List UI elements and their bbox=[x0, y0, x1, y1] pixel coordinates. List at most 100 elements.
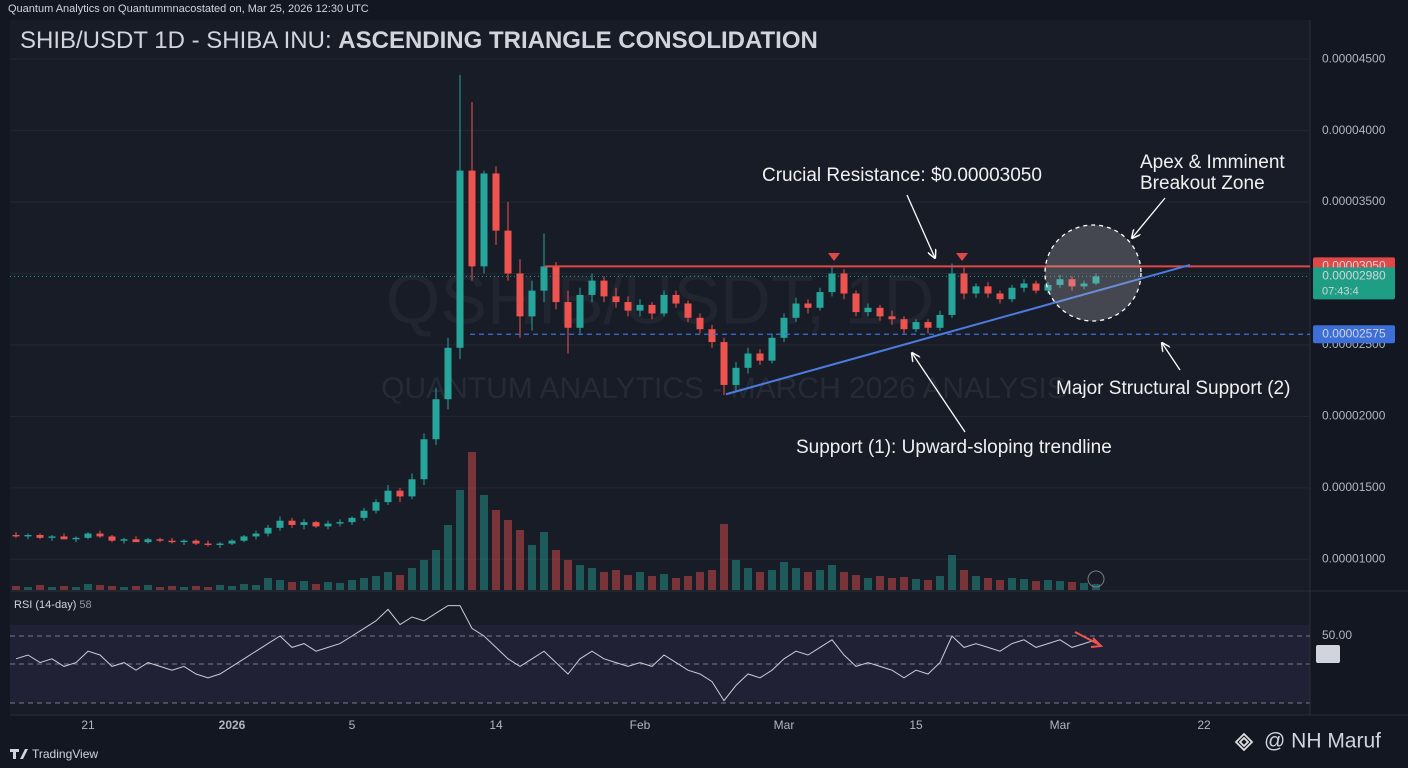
annotation-arrow bbox=[1132, 197, 1166, 238]
volume-bar bbox=[36, 585, 44, 590]
volume-bar bbox=[420, 560, 428, 590]
volume-bar bbox=[432, 550, 440, 590]
volume-bar bbox=[252, 585, 260, 590]
candle-body bbox=[828, 273, 836, 293]
x-tick-label: 22 bbox=[1197, 718, 1211, 732]
price-badge bbox=[1313, 267, 1395, 300]
candle-body bbox=[144, 539, 152, 543]
candle-body bbox=[276, 520, 284, 528]
volume-bar bbox=[600, 572, 608, 590]
volume-bar bbox=[228, 586, 236, 590]
volume-bar bbox=[1008, 578, 1016, 590]
candle-body bbox=[768, 337, 776, 361]
candle-body bbox=[780, 317, 788, 338]
volume-bar bbox=[792, 568, 800, 590]
candle-body bbox=[1032, 283, 1040, 291]
title-emphasis: ASCENDING TRIANGLE CONSOLIDATION bbox=[338, 27, 818, 54]
title-part: SHIB/USDT 1D - SHIBA INU: bbox=[20, 27, 338, 54]
candle-body bbox=[864, 307, 872, 313]
candle-body bbox=[96, 533, 104, 537]
volume-bar bbox=[636, 572, 644, 590]
candle-body bbox=[696, 317, 704, 330]
volume-bar bbox=[648, 576, 656, 590]
candle-body bbox=[336, 522, 344, 524]
brand-logo bbox=[10, 749, 28, 759]
rsi-tick-label: 50.00 bbox=[1322, 628, 1352, 642]
y-tick-label: 0.00004500 bbox=[1322, 51, 1386, 65]
candle-body bbox=[444, 347, 452, 400]
volume-bar bbox=[564, 560, 572, 590]
volume-bar bbox=[336, 583, 344, 590]
volume-bar bbox=[528, 545, 536, 590]
candle-body bbox=[192, 540, 200, 544]
candle-body bbox=[1056, 279, 1064, 285]
candle-body bbox=[72, 537, 80, 540]
x-tick-label: Mar bbox=[1050, 718, 1071, 732]
rsi-value: 58 bbox=[79, 599, 91, 611]
volume-bar bbox=[1044, 580, 1052, 590]
volume-bar bbox=[504, 520, 512, 590]
candle-body bbox=[732, 367, 740, 385]
chart-title: SHIB/USDT 1D - SHIBA INU: ASCENDING TRIA… bbox=[20, 27, 818, 54]
volume-bar bbox=[864, 578, 872, 590]
candle-body bbox=[36, 534, 44, 538]
candle-body bbox=[180, 540, 188, 543]
volume-bar bbox=[960, 570, 968, 590]
price-badge-text: 0.00002980 bbox=[1322, 269, 1386, 283]
price-badge bbox=[1313, 325, 1395, 344]
volume-bar bbox=[384, 572, 392, 590]
volume-bar bbox=[840, 572, 848, 590]
volume-bar bbox=[1068, 582, 1076, 590]
candle-body bbox=[792, 303, 800, 318]
candle-body bbox=[1068, 279, 1076, 287]
candle-body bbox=[360, 510, 368, 518]
volume-bar bbox=[1032, 581, 1040, 590]
candle-body bbox=[48, 536, 56, 538]
volume-bar bbox=[876, 576, 884, 590]
rsi-badge bbox=[1316, 645, 1340, 663]
candle-body bbox=[12, 534, 20, 537]
candle-body bbox=[120, 539, 128, 541]
volume-bar bbox=[300, 581, 308, 590]
volume-bar bbox=[780, 562, 788, 590]
x-tick-label: 21 bbox=[81, 718, 95, 732]
volume-bar bbox=[540, 532, 548, 590]
volume-bar bbox=[684, 576, 692, 590]
candle-body bbox=[564, 302, 572, 328]
volume-bar bbox=[12, 586, 20, 590]
volume-bar bbox=[984, 578, 992, 590]
candle-body bbox=[708, 329, 716, 343]
candle-body bbox=[648, 304, 656, 314]
apex-zone bbox=[1044, 224, 1142, 322]
candle-body bbox=[420, 439, 428, 480]
volume-bar bbox=[852, 575, 860, 590]
volume-bar bbox=[588, 568, 596, 590]
volume-bar bbox=[60, 586, 68, 590]
candle-body bbox=[552, 266, 560, 303]
credit: @ NH Maruf bbox=[1264, 730, 1381, 753]
x-tick-label: 2026 bbox=[219, 718, 246, 732]
candle-body bbox=[852, 293, 860, 313]
volume-bar bbox=[96, 585, 104, 590]
candle-body bbox=[468, 170, 476, 267]
annotation-arrow bbox=[912, 353, 966, 433]
candle-body bbox=[504, 230, 512, 274]
volume-bar bbox=[24, 587, 32, 590]
candle-body bbox=[132, 539, 140, 543]
candle-body bbox=[312, 522, 320, 527]
volume-bar bbox=[696, 572, 704, 590]
watermark: QSHIB/USDT, 1D bbox=[386, 260, 934, 338]
volume-bar bbox=[1020, 579, 1028, 590]
candle-body bbox=[108, 536, 116, 541]
volume-bar bbox=[408, 568, 416, 590]
candle-body bbox=[300, 522, 308, 525]
candle-body bbox=[240, 536, 248, 541]
candle-body bbox=[528, 290, 536, 317]
candle-body bbox=[1044, 284, 1052, 291]
volume-bar bbox=[216, 585, 224, 590]
rsi-arrow bbox=[1074, 631, 1104, 648]
candle-body bbox=[984, 286, 992, 294]
candle-body bbox=[216, 543, 224, 545]
candle-body bbox=[540, 266, 548, 291]
candle-body bbox=[660, 294, 668, 314]
